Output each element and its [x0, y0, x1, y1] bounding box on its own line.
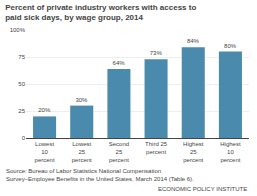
svg-text:Second25percent: Second25percent — [109, 141, 130, 163]
svg-text:Highest10percent: Highest10percent — [220, 141, 241, 163]
svg-text:Lowest10percent: Lowest10percent — [35, 141, 55, 163]
svg-text:Lowest25percent: Lowest25percent — [72, 141, 92, 163]
svg-text:0: 0 — [22, 135, 26, 141]
svg-text:80%: 80% — [224, 43, 237, 49]
svg-text:100%: 100% — [10, 27, 26, 33]
svg-text:ECONOMIC POLICY INSTITUTE: ECONOMIC POLICY INSTITUTE — [158, 186, 247, 192]
svg-text:Percent of private industry wo: Percent of private industry workers with… — [5, 3, 196, 22]
svg-text:75: 75 — [18, 54, 25, 60]
svg-text:84%: 84% — [187, 38, 200, 44]
svg-text:50: 50 — [18, 81, 25, 87]
svg-text:64%: 64% — [113, 60, 126, 66]
svg-text:Third 25percent: Third 25percent — [145, 141, 168, 155]
svg-text:Source: Bureau of Labor Statis: Source: Bureau of Labor Statistics Natio… — [6, 168, 194, 182]
svg-text:30%: 30% — [75, 97, 88, 103]
svg-text:25: 25 — [18, 108, 25, 114]
svg-text:Highest25percent: Highest25percent — [183, 141, 204, 163]
svg-text:20%: 20% — [38, 107, 51, 113]
svg-text:73%: 73% — [150, 50, 163, 56]
